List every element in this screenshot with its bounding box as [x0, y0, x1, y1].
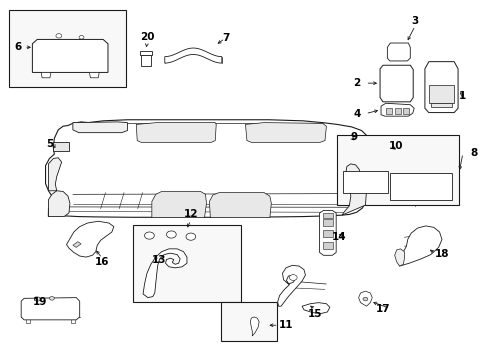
- Polygon shape: [386, 43, 409, 61]
- Bar: [71, 319, 75, 323]
- Bar: [322, 219, 332, 226]
- Polygon shape: [319, 211, 335, 255]
- Polygon shape: [389, 173, 451, 200]
- Polygon shape: [48, 191, 70, 217]
- Polygon shape: [143, 249, 186, 298]
- Text: 12: 12: [183, 210, 198, 220]
- Polygon shape: [164, 48, 222, 63]
- Polygon shape: [89, 72, 99, 78]
- Bar: [141, 55, 151, 66]
- Text: 6: 6: [14, 42, 21, 52]
- Bar: [403, 108, 408, 114]
- Polygon shape: [277, 265, 305, 306]
- Text: 1: 1: [458, 91, 466, 101]
- Polygon shape: [136, 123, 216, 142]
- Polygon shape: [397, 226, 441, 266]
- Bar: [322, 230, 332, 237]
- Polygon shape: [394, 249, 404, 266]
- Bar: [133, 225, 240, 302]
- Text: 8: 8: [469, 148, 477, 158]
- Text: 13: 13: [152, 255, 166, 265]
- Bar: [322, 242, 332, 249]
- Text: 9: 9: [350, 132, 357, 142]
- Circle shape: [79, 36, 84, 39]
- Polygon shape: [152, 192, 206, 218]
- Circle shape: [166, 231, 176, 238]
- Circle shape: [362, 297, 367, 301]
- Polygon shape: [73, 242, 81, 247]
- Polygon shape: [209, 193, 271, 218]
- Polygon shape: [41, 72, 51, 78]
- Text: 10: 10: [387, 141, 402, 151]
- Bar: [140, 51, 152, 55]
- Bar: [428, 85, 453, 103]
- Bar: [53, 142, 69, 151]
- Polygon shape: [342, 171, 387, 193]
- Polygon shape: [380, 103, 413, 116]
- Polygon shape: [379, 65, 412, 102]
- Text: 17: 17: [375, 304, 390, 314]
- Bar: [385, 108, 391, 114]
- Bar: [221, 302, 277, 341]
- Circle shape: [34, 297, 40, 301]
- Text: 2: 2: [352, 78, 360, 88]
- Polygon shape: [424, 62, 457, 113]
- Bar: [25, 319, 30, 323]
- Text: 18: 18: [434, 248, 448, 258]
- Text: 4: 4: [352, 109, 360, 119]
- Text: 19: 19: [32, 297, 47, 307]
- Text: 15: 15: [307, 309, 322, 319]
- Circle shape: [185, 233, 195, 240]
- Polygon shape: [250, 317, 259, 336]
- Text: 3: 3: [411, 16, 418, 26]
- Polygon shape: [358, 291, 371, 306]
- Text: 11: 11: [278, 320, 292, 330]
- Text: 5: 5: [46, 139, 53, 149]
- Text: 7: 7: [222, 33, 229, 43]
- Polygon shape: [48, 158, 61, 191]
- Bar: [336, 135, 458, 205]
- Circle shape: [49, 297, 54, 300]
- Polygon shape: [302, 303, 329, 314]
- Circle shape: [56, 34, 61, 38]
- Polygon shape: [21, 298, 80, 320]
- Polygon shape: [73, 122, 127, 133]
- Circle shape: [144, 232, 154, 239]
- Text: 16: 16: [95, 257, 109, 267]
- Text: 14: 14: [331, 232, 346, 242]
- Polygon shape: [32, 40, 108, 72]
- Bar: [430, 103, 451, 107]
- Bar: [322, 213, 332, 218]
- Text: 20: 20: [140, 32, 154, 42]
- Polygon shape: [66, 221, 114, 257]
- Polygon shape: [45, 120, 369, 217]
- Polygon shape: [245, 123, 326, 142]
- Circle shape: [289, 275, 297, 280]
- Polygon shape: [341, 164, 366, 215]
- Bar: [394, 108, 400, 114]
- Bar: [9, 10, 126, 87]
